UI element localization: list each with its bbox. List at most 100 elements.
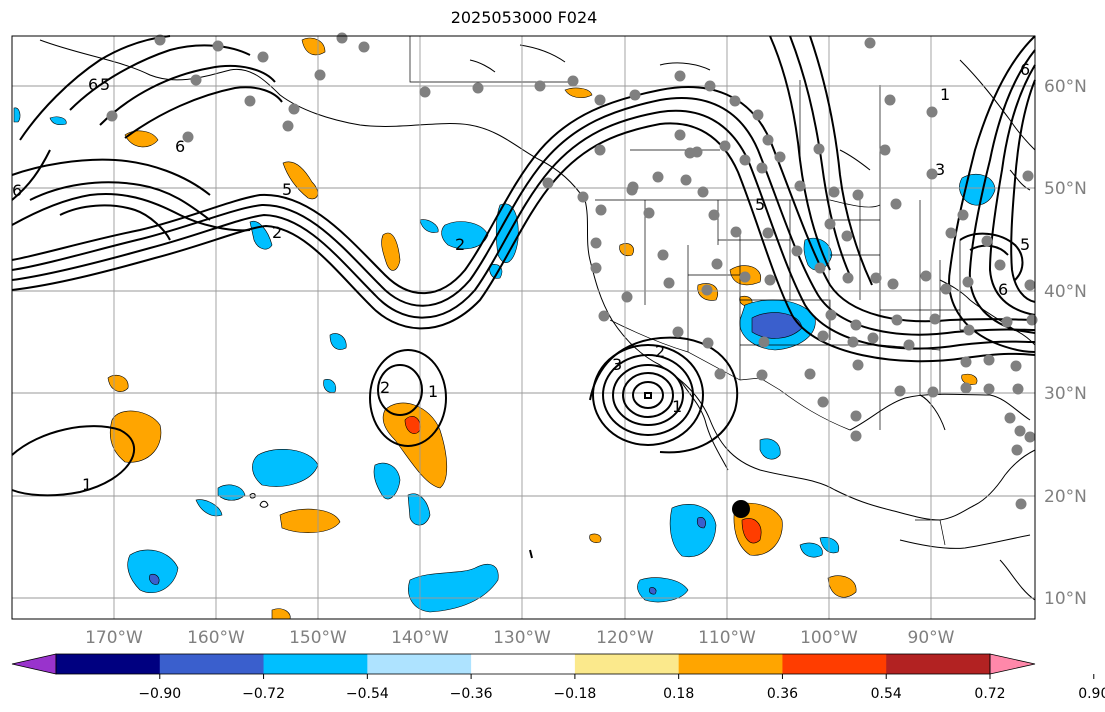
station-dot — [850, 410, 862, 422]
station-dot — [643, 207, 655, 219]
station-dot — [1004, 412, 1016, 424]
station-dot — [817, 330, 829, 342]
station-dot — [774, 151, 786, 163]
station-dot — [472, 82, 484, 94]
latitude-labels: 60°N 50°N 40°N 30°N 20°N 10°N — [1044, 77, 1087, 609]
station-dot — [814, 262, 826, 274]
station-dot — [680, 174, 692, 186]
colorbar-ticks: −0.90 −0.72 −0.54 −0.36 −0.18 0.18 0.36 0.54 0.7… — [138, 674, 1105, 702]
lat-label-40n: 40°N — [1044, 282, 1087, 302]
station-dot — [764, 274, 776, 286]
colorbar-segment — [886, 654, 991, 674]
contour-label: 3 — [935, 160, 945, 179]
station-dot — [534, 80, 546, 92]
highlight-marker — [732, 500, 750, 518]
station-dot — [626, 184, 638, 196]
colorbar-tick-label: 0.54 — [871, 686, 902, 702]
station-dot — [701, 284, 713, 296]
contour-label: 5 — [100, 75, 110, 94]
station-dot — [940, 283, 952, 295]
colorbar-tick-label: −0.72 — [242, 686, 285, 702]
contour-label: 1 — [428, 382, 438, 401]
station-dot — [154, 34, 166, 46]
station-dot — [758, 336, 770, 348]
station-dot — [704, 80, 716, 92]
station-dot — [994, 259, 1006, 271]
station-dot — [691, 146, 703, 158]
contour-label: 6 — [175, 137, 185, 156]
station-dot — [960, 356, 972, 368]
station-dot — [963, 324, 975, 336]
station-dot — [850, 430, 862, 442]
station-dot — [697, 186, 709, 198]
colorbar-tick-label: −0.54 — [346, 686, 389, 702]
station-dot — [182, 131, 194, 143]
contour-label: 1 — [672, 397, 682, 416]
station-dot — [595, 204, 607, 216]
station-dot — [1026, 314, 1038, 326]
station-dot — [852, 189, 864, 201]
lon-label-90w: 90°W — [908, 628, 955, 648]
station-dot — [212, 40, 224, 52]
station-dot — [926, 168, 938, 180]
contour-label: 5 — [282, 180, 292, 199]
lon-label-120w: 120°W — [596, 628, 654, 648]
contour-label: 6 — [12, 181, 22, 200]
contour-label: 5 — [755, 195, 765, 214]
station-dot — [929, 313, 941, 325]
station-dot — [879, 144, 891, 156]
station-dot — [828, 186, 840, 198]
station-dot — [1001, 316, 1013, 328]
map-border — [11, 35, 1036, 620]
station-dot — [903, 339, 915, 351]
station-dot — [752, 109, 764, 121]
station-dot — [962, 276, 974, 288]
station-dot — [594, 144, 606, 156]
lon-label-130w: 130°W — [493, 628, 551, 648]
station-dot — [1024, 431, 1036, 443]
station-dot — [864, 37, 876, 49]
contour-labels: 6 5 6 6 5 2 1 2 2 1 1 3 2 5 3 1 6 5 6 — [12, 60, 1030, 494]
colorbar-segment — [159, 654, 265, 674]
station-dot — [106, 110, 118, 122]
station-dot — [762, 227, 774, 239]
station-dot — [663, 277, 675, 289]
station-dot — [590, 237, 602, 249]
colorbar-segment — [471, 654, 576, 674]
station-dot — [920, 270, 932, 282]
station-dot — [847, 336, 859, 348]
station-dot — [957, 209, 969, 221]
station-dot — [730, 226, 742, 238]
station-dot — [674, 129, 686, 141]
station-dot — [850, 319, 862, 331]
station-dot — [927, 386, 939, 398]
station-dot — [190, 74, 202, 86]
colorbar-tick-label: 0.72 — [974, 686, 1005, 702]
station-dot — [926, 106, 938, 118]
station-dot — [1024, 279, 1036, 291]
contour-label: 1 — [82, 475, 92, 494]
station-dot — [841, 230, 853, 242]
contour-label: 1 — [940, 85, 950, 104]
contour-label: 2 — [380, 378, 390, 397]
station-dot — [867, 332, 879, 344]
contour-label: 6 — [998, 280, 1008, 299]
lon-label-160w: 160°W — [187, 628, 245, 648]
contour-label: 3 — [612, 355, 622, 374]
station-dot — [672, 326, 684, 338]
station-dot — [870, 272, 882, 284]
station-dot — [945, 227, 957, 239]
station-dot — [891, 314, 903, 326]
station-dot — [711, 258, 723, 270]
contour-label: 2 — [455, 235, 465, 254]
contour-label: 6 — [88, 75, 98, 94]
station-dot — [756, 369, 768, 381]
station-dot — [739, 271, 751, 283]
station-dot — [842, 272, 854, 284]
station-dot — [1010, 360, 1022, 372]
station-dot — [791, 245, 803, 257]
colorbar-segment — [782, 654, 887, 674]
colorbar-outline — [55, 653, 991, 675]
station-dot — [621, 291, 633, 303]
station-dot — [817, 396, 829, 408]
